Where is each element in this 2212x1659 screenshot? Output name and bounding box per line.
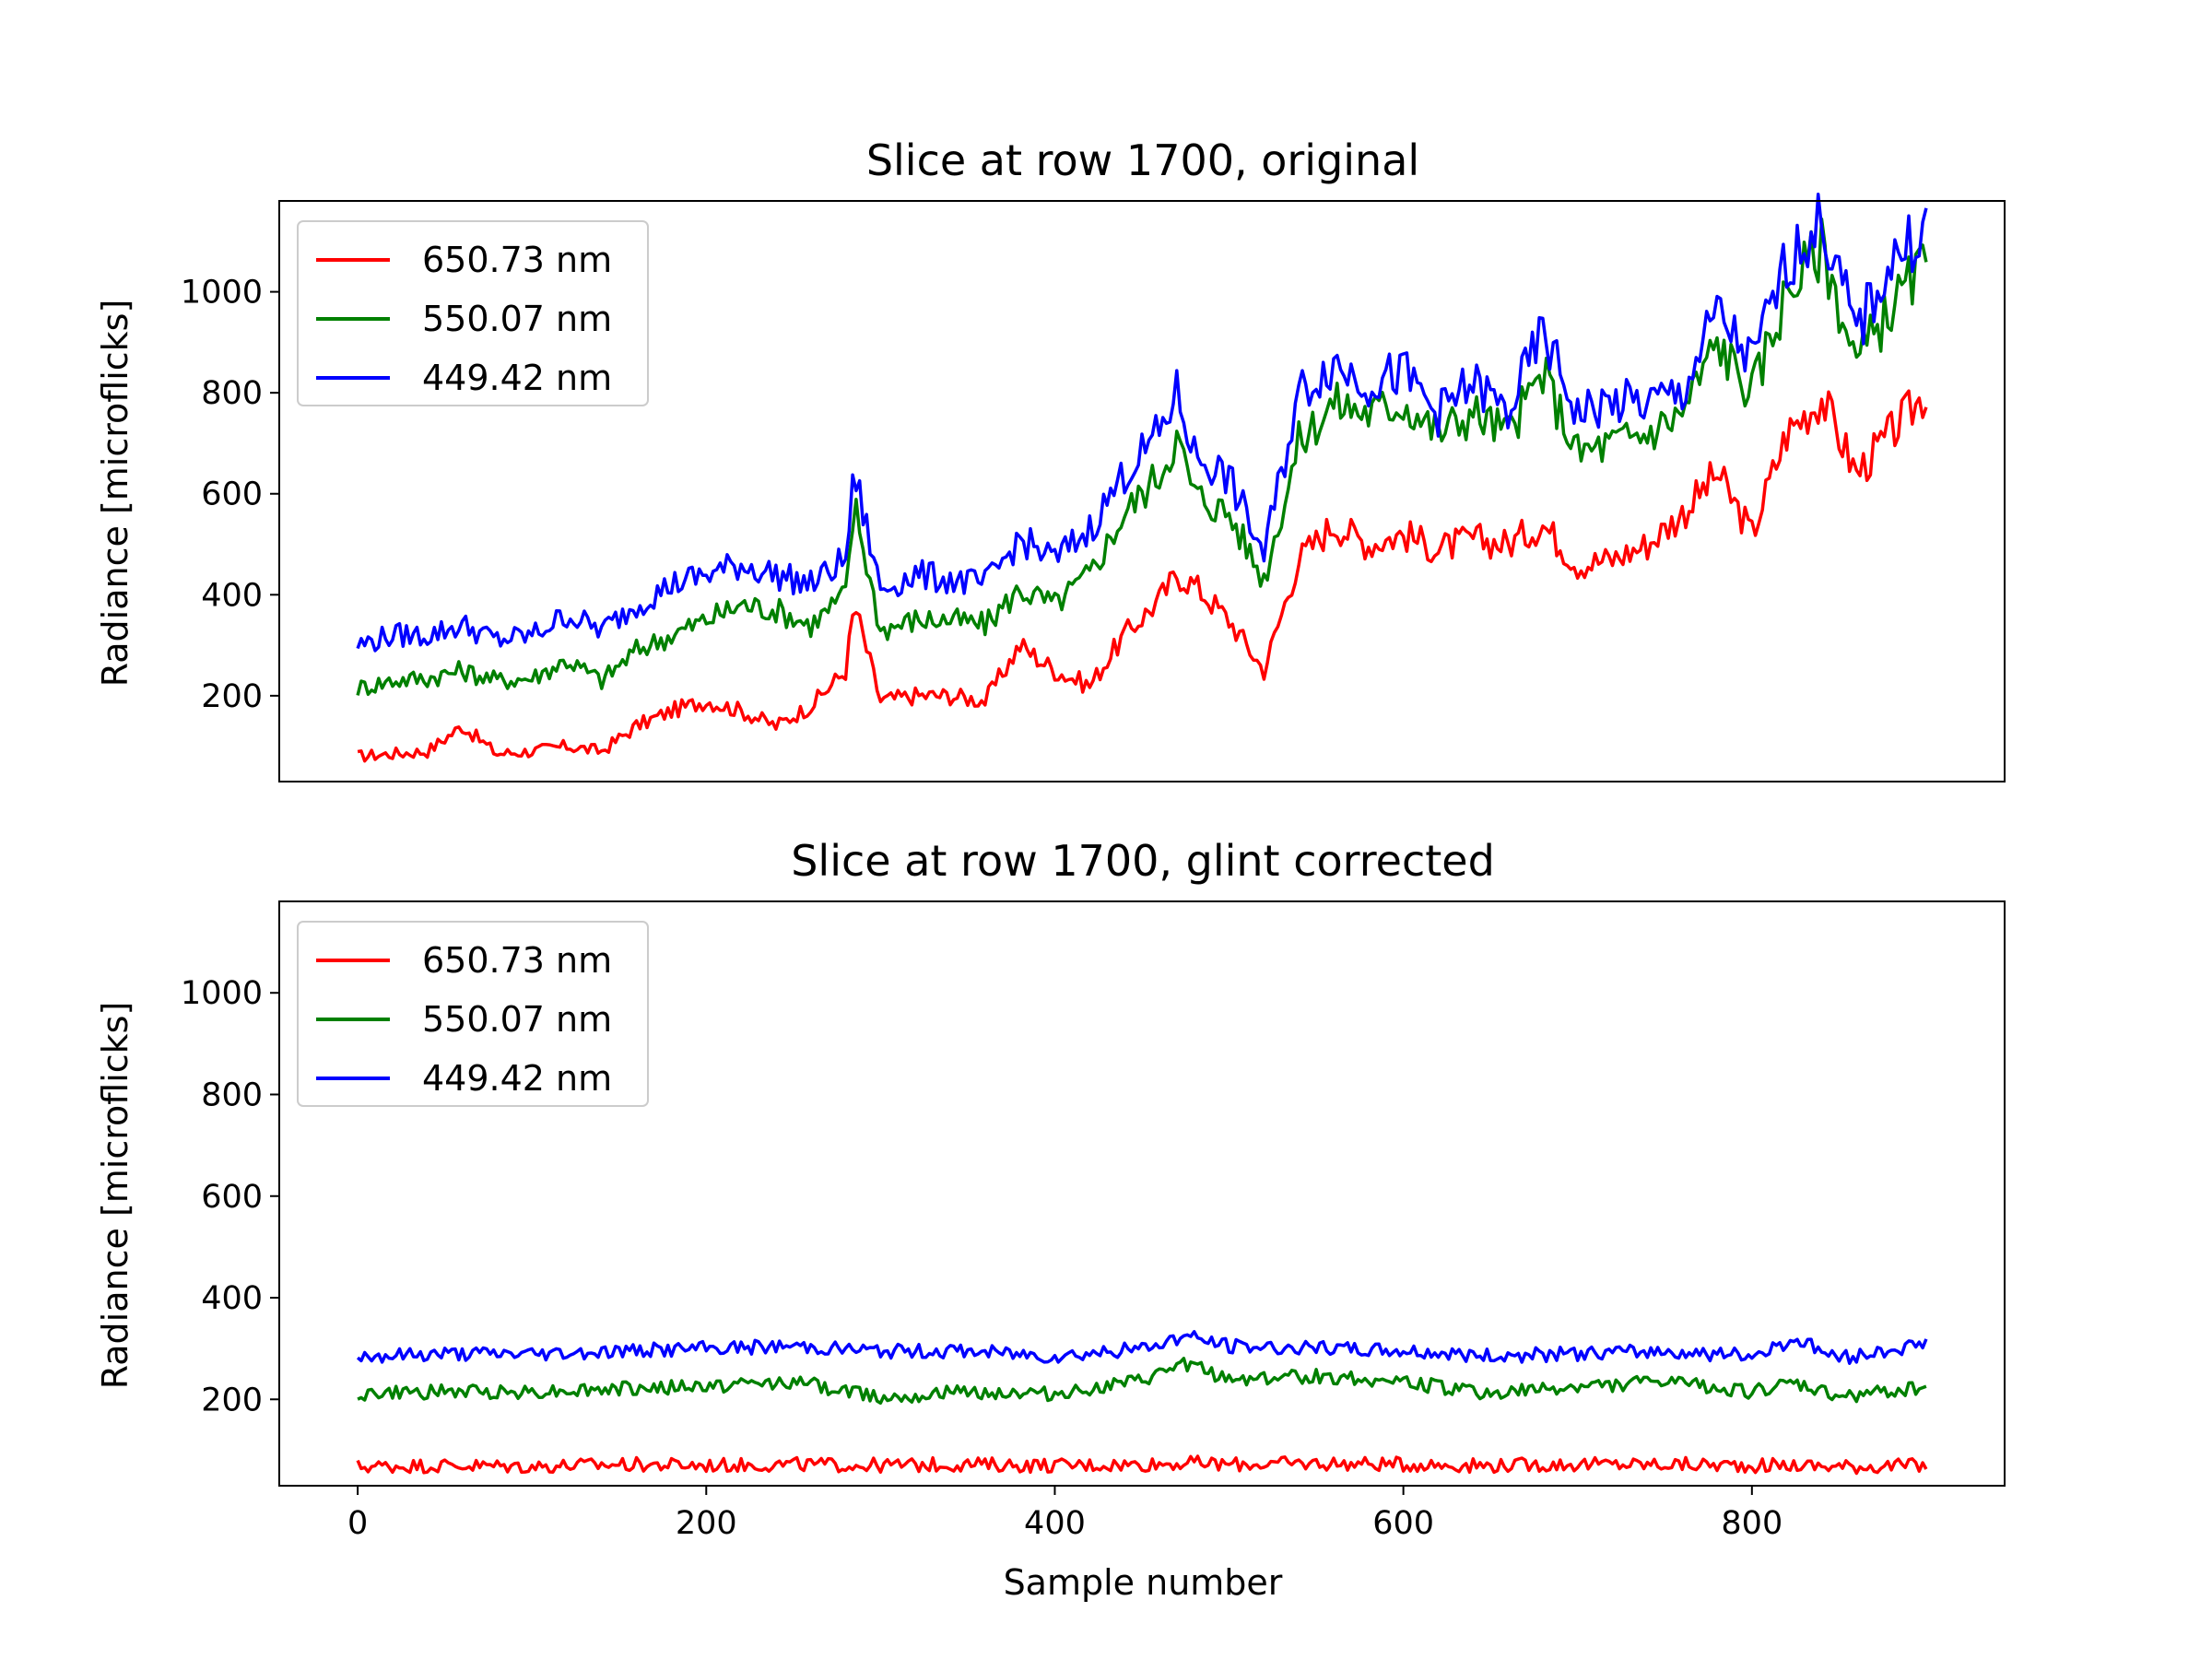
- legend-label: 449.42 nm: [422, 1058, 612, 1099]
- y-axis-label: Radiance [microflicks]: [95, 1002, 135, 1390]
- legend-box: [297, 921, 649, 1107]
- series-line-650-73-nm: [357, 389, 1928, 763]
- chart-panel-original: Slice at row 1700, original Radiance [mi…: [95, 135, 2006, 782]
- legend-label: 650.73 nm: [422, 240, 612, 280]
- y-tick-label: 600: [201, 477, 263, 513]
- y-tick-label: 600: [201, 1179, 263, 1216]
- y-tick-label: 200: [201, 1382, 263, 1418]
- ticks: 200 400 600 800 1000: [181, 275, 279, 715]
- legend-label: 449.42 nm: [422, 358, 612, 398]
- series-line-550-07-nm: [357, 1357, 1927, 1406]
- series-line-650-73-nm: [356, 1454, 1928, 1476]
- ticks: 200 400 600 800 1000 0 200 400 600 800: [181, 975, 1783, 1542]
- series-lines: [356, 193, 1928, 763]
- x-tick-label: 200: [676, 1505, 737, 1542]
- x-tick-label: 0: [347, 1505, 368, 1542]
- y-tick-label: 1000: [181, 975, 263, 1012]
- legend: 650.73 nm 550.07 nm 449.42 nm: [297, 921, 649, 1107]
- y-tick-label: 400: [201, 1280, 263, 1317]
- series-lines: [356, 1330, 1928, 1476]
- y-tick-label: 400: [201, 577, 263, 614]
- x-axis-label: Sample number: [1004, 1562, 1283, 1603]
- series-line-449-42-nm: [356, 1330, 1928, 1365]
- legend-label: 550.07 nm: [422, 299, 612, 339]
- chart-panel-glint-corrected: Slice at row 1700, glint corrected Radia…: [95, 836, 2006, 1603]
- y-tick-label: 800: [201, 375, 263, 412]
- plot-frame: [278, 900, 2006, 1487]
- x-tick-label: 400: [1024, 1505, 1086, 1542]
- plot-frame: [278, 200, 2006, 782]
- legend-box: [297, 220, 649, 406]
- series-line-550-07-nm: [356, 218, 1928, 697]
- legend-label: 650.73 nm: [422, 940, 612, 981]
- chart-title: Slice at row 1700, glint corrected: [791, 836, 1495, 886]
- y-tick-label: 800: [201, 1077, 263, 1113]
- legend-label: 550.07 nm: [422, 999, 612, 1040]
- x-tick-label: 800: [1721, 1505, 1783, 1542]
- y-tick-label: 1000: [181, 275, 263, 312]
- y-axis-label: Radiance [microflicks]: [95, 300, 135, 688]
- x-tick-label: 600: [1372, 1505, 1434, 1542]
- chart-title: Slice at row 1700, original: [866, 135, 1419, 185]
- y-tick-label: 200: [201, 678, 263, 715]
- series-line-449-42-nm: [356, 193, 1928, 653]
- legend: 650.73 nm 550.07 nm 449.42 nm: [297, 220, 649, 406]
